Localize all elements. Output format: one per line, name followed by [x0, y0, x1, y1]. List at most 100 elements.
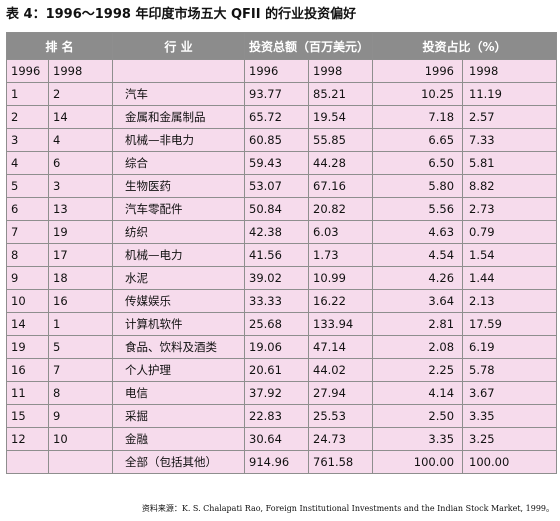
share-1996-cell: 4.63 — [372, 220, 464, 244]
industry-cell: 汽车 — [112, 82, 245, 106]
share-1996-cell: 5.80 — [372, 174, 464, 198]
share-1996-cell: 2.50 — [372, 404, 464, 428]
amount-1998-cell: 133.94 — [307, 312, 374, 336]
rank-1996-cell: 7 — [6, 220, 49, 244]
share-1998-cell: 100.00 — [462, 450, 558, 474]
rank-1996-cell: 5 — [6, 174, 49, 198]
amount-1996-cell: 41.56 — [244, 243, 309, 267]
amount-1998-cell: 47.14 — [307, 335, 374, 359]
industry-cell: 采掘 — [112, 404, 245, 428]
header-amount: 投资总额（百万美元） — [243, 32, 374, 60]
amount-1996-cell: 93.77 — [244, 82, 309, 106]
year-cell: 1998 — [48, 59, 113, 83]
qfii-industry-table: 排 名 行 业 投资总额（百万美元） 投资占比（%） 1996 1998 199… — [6, 32, 558, 474]
year-cell: 1996 — [372, 59, 464, 83]
rank-1996-cell: 1 — [6, 82, 49, 106]
table-row: 5 3 生物医药 53.07 67.16 5.80 8.82 — [6, 174, 558, 198]
share-1998-cell: 1.44 — [462, 266, 558, 290]
rank-1998-cell: 5 — [48, 335, 113, 359]
rank-1996-cell: 2 — [6, 105, 49, 129]
industry-cell: 电信 — [112, 381, 245, 405]
year-cell — [112, 59, 245, 83]
amount-1998-cell: 55.85 — [307, 128, 374, 152]
year-cell: 1996 — [6, 59, 49, 83]
rank-1998-cell: 10 — [48, 427, 113, 451]
amount-1998-cell: 24.73 — [307, 427, 374, 451]
rank-1998-cell: 19 — [48, 220, 113, 244]
share-1998-cell: 5.81 — [462, 151, 558, 175]
rank-1996-cell: 15 — [6, 404, 49, 428]
share-1996-cell: 2.08 — [372, 335, 464, 359]
rank-1998-cell: 4 — [48, 128, 113, 152]
rank-1996-cell: 19 — [6, 335, 49, 359]
amount-1998-cell: 44.28 — [307, 151, 374, 175]
industry-cell: 水泥 — [112, 266, 245, 290]
rank-1998-cell — [48, 450, 113, 474]
amount-1996-cell: 33.33 — [244, 289, 309, 313]
share-1998-cell: 6.19 — [462, 335, 558, 359]
rank-1996-cell: 10 — [6, 289, 49, 313]
table-row: 10 16 传媒娱乐 33.33 16.22 3.64 2.13 — [6, 289, 558, 313]
share-1996-cell: 6.65 — [372, 128, 464, 152]
amount-1998-cell: 6.03 — [307, 220, 374, 244]
share-1996-cell: 3.35 — [372, 427, 464, 451]
industry-cell: 机械—非电力 — [112, 128, 245, 152]
amount-1998-cell: 19.54 — [307, 105, 374, 129]
amount-1998-cell: 25.53 — [307, 404, 374, 428]
table-row: 12 10 金融 30.64 24.73 3.35 3.25 — [6, 427, 558, 451]
industry-cell: 汽车零配件 — [112, 197, 245, 221]
share-1998-cell: 2.57 — [462, 105, 558, 129]
amount-1998-cell: 16.22 — [307, 289, 374, 313]
table-row: 3 4 机械—非电力 60.85 55.85 6.65 7.33 — [6, 128, 558, 152]
amount-1998-cell: 67.16 — [307, 174, 374, 198]
industry-cell: 计算机软件 — [112, 312, 245, 336]
industry-cell: 食品、饮料及酒类 — [112, 335, 245, 359]
industry-cell: 金属和金属制品 — [112, 105, 245, 129]
share-1998-cell: 3.25 — [462, 427, 558, 451]
table-row: 6 13 汽车零配件 50.84 20.82 5.56 2.73 — [6, 197, 558, 221]
share-1998-cell: 0.79 — [462, 220, 558, 244]
industry-cell: 金融 — [112, 427, 245, 451]
rank-1998-cell: 13 — [48, 197, 113, 221]
share-1998-cell: 3.67 — [462, 381, 558, 405]
rank-1998-cell: 2 — [48, 82, 113, 106]
amount-1998-cell: 20.82 — [307, 197, 374, 221]
industry-cell: 个人护理 — [112, 358, 245, 382]
amount-1996-cell: 65.72 — [244, 105, 309, 129]
amount-1996-cell: 60.85 — [244, 128, 309, 152]
table-row: 4 6 综合 59.43 44.28 6.50 5.81 — [6, 151, 558, 175]
rank-1998-cell: 9 — [48, 404, 113, 428]
share-1996-cell: 10.25 — [372, 82, 464, 106]
share-1998-cell: 8.82 — [462, 174, 558, 198]
rank-1998-cell: 17 — [48, 243, 113, 267]
amount-1996-cell: 59.43 — [244, 151, 309, 175]
rank-1998-cell: 16 — [48, 289, 113, 313]
amount-1998-cell: 761.58 — [307, 450, 374, 474]
share-1996-cell: 6.50 — [372, 151, 464, 175]
share-1996-cell: 100.00 — [372, 450, 464, 474]
share-1996-cell: 4.14 — [372, 381, 464, 405]
rank-1998-cell: 14 — [48, 105, 113, 129]
table-row: 8 17 机械—电力 41.56 1.73 4.54 1.54 — [6, 243, 558, 267]
rank-1998-cell: 3 — [48, 174, 113, 198]
header-rank: 排 名 — [6, 32, 113, 60]
rank-1996-cell: 14 — [6, 312, 49, 336]
rank-1998-cell: 1 — [48, 312, 113, 336]
source-note: 资料来源：K. S. Chalapati Rao, Foreign Instit… — [141, 504, 554, 513]
share-1998-cell: 1.54 — [462, 243, 558, 267]
amount-1998-cell: 85.21 — [307, 82, 374, 106]
year-cell: 1996 — [244, 59, 309, 83]
amount-1996-cell: 39.02 — [244, 266, 309, 290]
rank-1996-cell: 4 — [6, 151, 49, 175]
rank-1996-cell: 12 — [6, 427, 49, 451]
share-1998-cell: 7.33 — [462, 128, 558, 152]
amount-1996-cell: 25.68 — [244, 312, 309, 336]
rank-1996-cell: 11 — [6, 381, 49, 405]
table-row: 11 8 电信 37.92 27.94 4.14 3.67 — [6, 381, 558, 405]
share-1996-cell: 7.18 — [372, 105, 464, 129]
amount-1996-cell: 914.96 — [244, 450, 309, 474]
amount-1996-cell: 53.07 — [244, 174, 309, 198]
share-1998-cell: 2.73 — [462, 197, 558, 221]
industry-cell: 纺织 — [112, 220, 245, 244]
